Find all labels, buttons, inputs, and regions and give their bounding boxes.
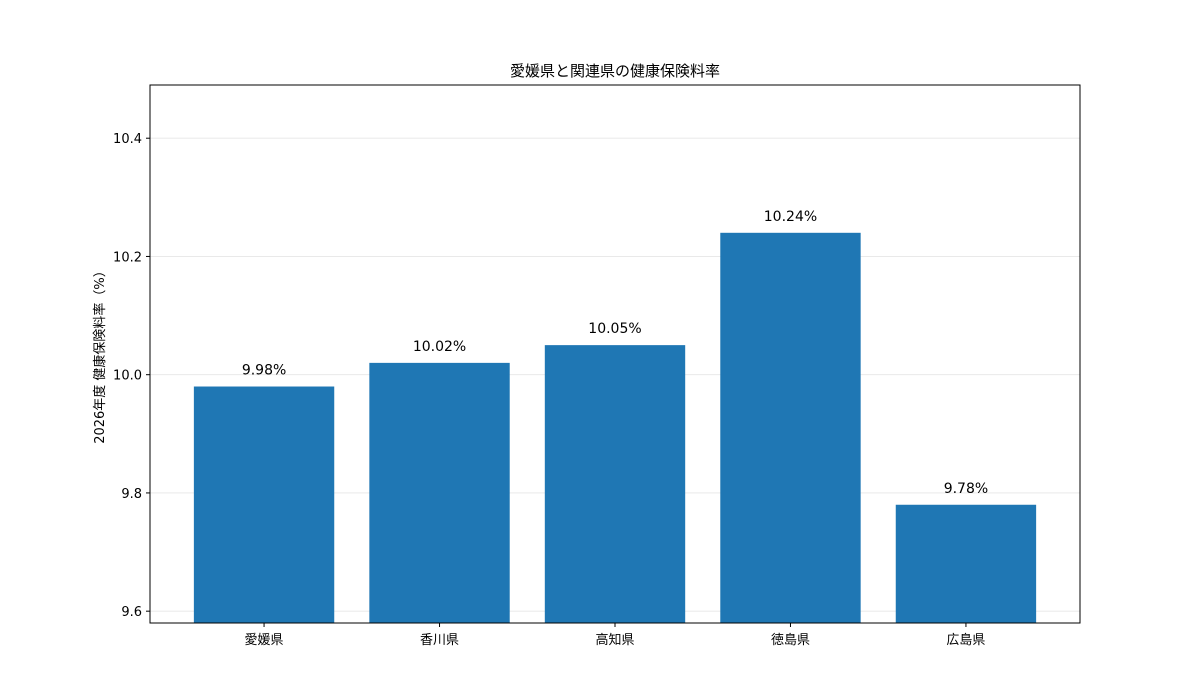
- chart-title: 愛媛県と関連県の健康保険料率: [510, 62, 720, 80]
- data-labels: 9.98% 10.02% 10.05% 10.24% 9.78%: [242, 209, 988, 497]
- x-tick-label: 高知県: [595, 632, 634, 648]
- data-label: 9.98%: [242, 363, 286, 379]
- x-tick-label: 愛媛県: [245, 633, 284, 648]
- y-tick-label: 9.6: [121, 605, 142, 620]
- bar: [544, 345, 686, 623]
- data-label: 9.78%: [944, 481, 988, 497]
- y-tick-label: 10.4: [113, 132, 142, 147]
- bar: [369, 362, 510, 623]
- y-tick-label: 10.2: [113, 250, 142, 265]
- y-axis-label: 2026年度 健康保険料率（%）: [92, 264, 108, 444]
- data-label: 10.24%: [764, 209, 817, 225]
- x-tick-label: 香川県: [420, 633, 459, 648]
- x-tick-label: 広島県: [946, 633, 985, 648]
- data-label: 10.05%: [588, 321, 641, 337]
- data-label: 10.02%: [413, 339, 466, 355]
- y-tick-label: 10.0: [113, 369, 142, 384]
- bar: [720, 232, 861, 624]
- x-tick-label: 徳島県: [771, 633, 810, 648]
- y-tick-label: 9.8: [121, 487, 142, 502]
- y-axis-ticks: 9.6 9.8 10.0 10.2 10.4: [113, 132, 150, 620]
- bar: [895, 504, 1037, 623]
- bar: [193, 386, 335, 623]
- bars: [193, 232, 1037, 624]
- x-axis-ticks: 愛媛県 香川県 高知県 徳島県 広島県: [245, 623, 985, 648]
